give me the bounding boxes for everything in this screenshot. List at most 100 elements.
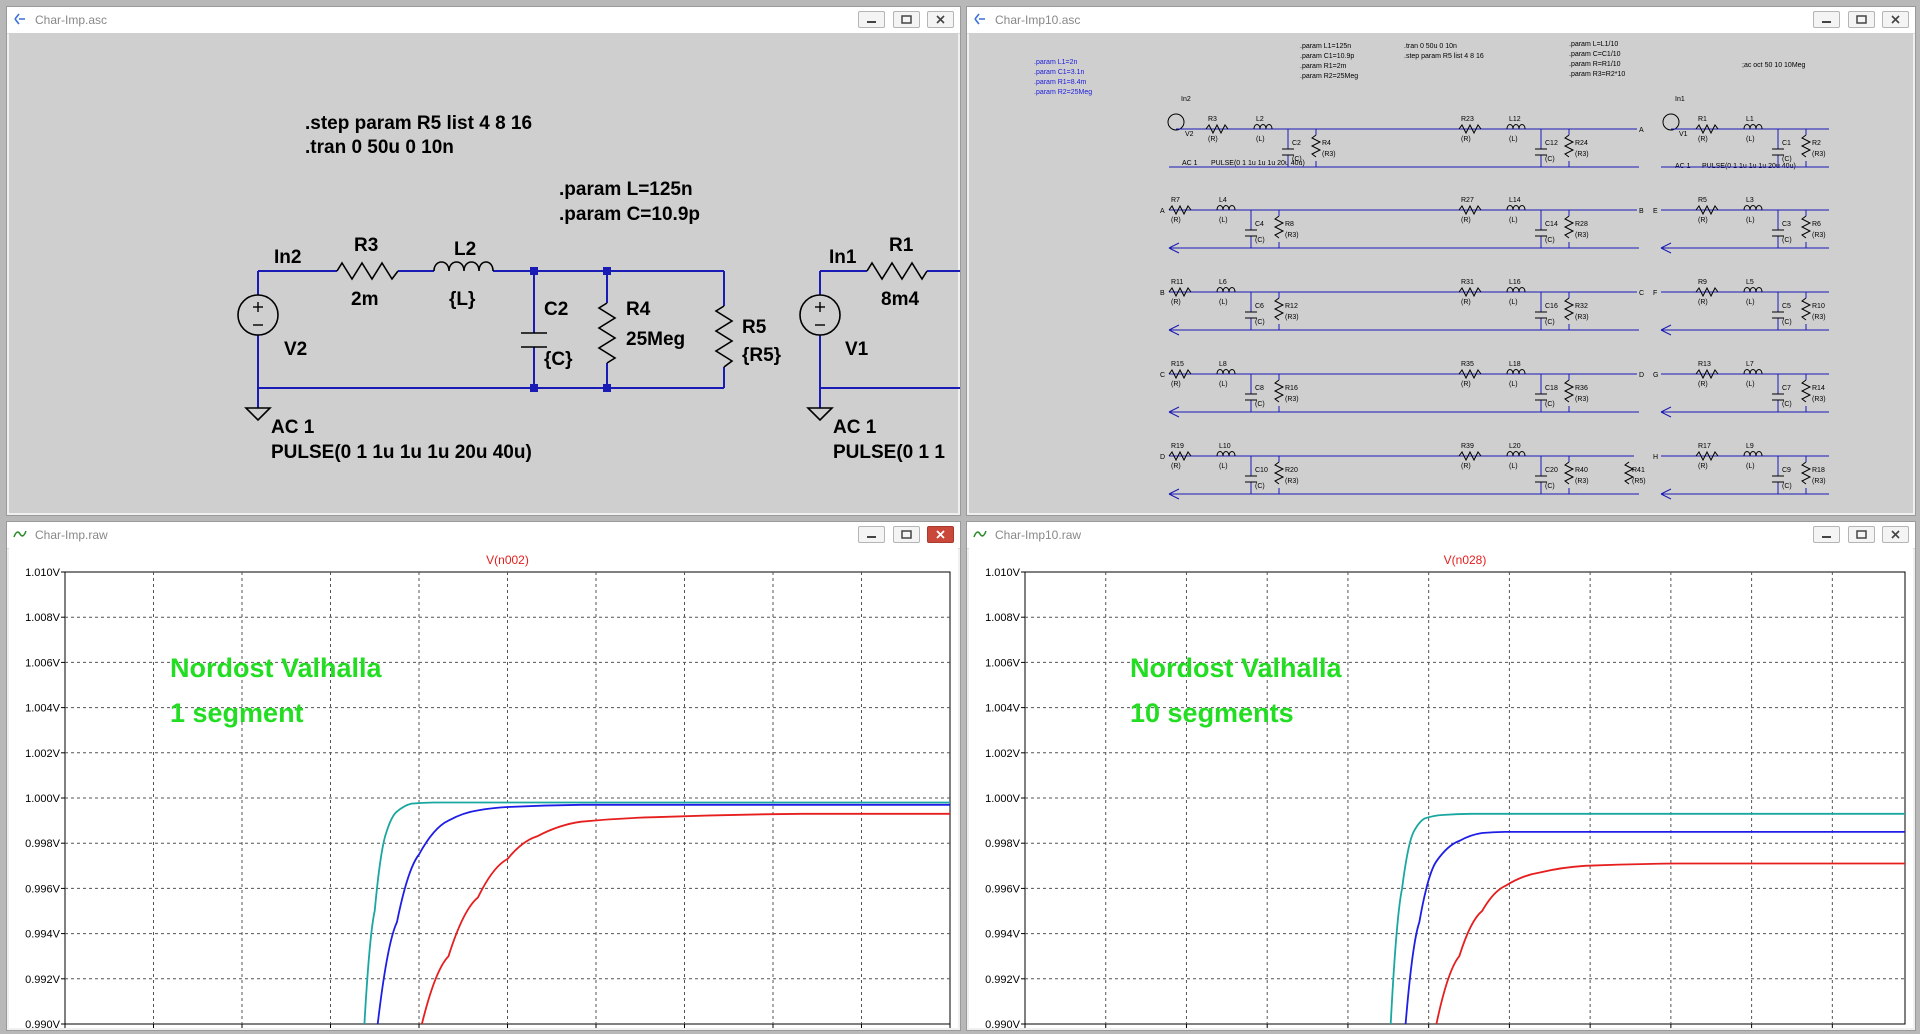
resistor[interactable] bbox=[1695, 286, 1719, 298]
end-resistor[interactable] bbox=[1623, 461, 1635, 485]
param-c-directive[interactable]: .param C=10.9p bbox=[559, 204, 700, 225]
tran-directive[interactable]: .tran 0 50u 0 10n bbox=[305, 137, 454, 158]
inductor[interactable] bbox=[1506, 451, 1526, 457]
schematic-canvas[interactable]: .param L1=2n .param C1=3.1n .param R1=8.… bbox=[969, 33, 1913, 513]
shunt-resistor[interactable] bbox=[1563, 134, 1575, 158]
inductor[interactable] bbox=[1743, 369, 1763, 375]
shunt-resistor[interactable] bbox=[1563, 297, 1575, 321]
inductor[interactable] bbox=[1506, 287, 1526, 293]
shunt-resistor[interactable] bbox=[1273, 297, 1285, 321]
resistor[interactable] bbox=[1458, 123, 1482, 135]
annotation-line[interactable]: Nordost Valhalla bbox=[1130, 653, 1343, 683]
window-titlebar[interactable]: Char-Imp.raw bbox=[7, 522, 960, 549]
trace-red[interactable] bbox=[421, 812, 950, 1024]
param-block-a[interactable]: .param L1=2n .param C1=3.1n .param R1=8.… bbox=[1034, 59, 1092, 96]
schematic-canvas[interactable]: .step param R5 list 4 8 16 .tran 0 50u 0… bbox=[9, 33, 960, 515]
inductor[interactable] bbox=[1743, 287, 1763, 293]
maximize-button[interactable] bbox=[1847, 11, 1875, 28]
capacitor[interactable] bbox=[1245, 393, 1257, 401]
capacitor[interactable] bbox=[1245, 475, 1257, 483]
maximize-button[interactable] bbox=[892, 11, 920, 28]
capacitor[interactable] bbox=[1772, 311, 1784, 319]
inductor-l2[interactable] bbox=[433, 261, 494, 272]
resistor-r3[interactable] bbox=[336, 261, 399, 281]
voltage-source-v1[interactable] bbox=[799, 294, 841, 336]
inductor[interactable] bbox=[1216, 287, 1236, 293]
capacitor[interactable] bbox=[1282, 148, 1294, 156]
plot-svg[interactable]: 0.990V 0.992V 0.994V 0.996V 0.998V 1.000V 1.00… bbox=[969, 548, 1915, 1030]
minimize-button[interactable] bbox=[858, 11, 886, 28]
resistor[interactable] bbox=[1168, 368, 1192, 380]
resistor[interactable] bbox=[1205, 123, 1229, 135]
voltage-source-v1[interactable] bbox=[1662, 113, 1680, 131]
inductor[interactable] bbox=[1506, 124, 1526, 130]
waveform-window-1[interactable]: Char-Imp.raw 0.990V 0.992V 0.994V 0.996V 0.9… bbox=[6, 521, 961, 1031]
param-block-c[interactable]: .param L=L1/10 .param C=C1/10 .param R=R… bbox=[1569, 41, 1625, 78]
annotation-line[interactable]: 1 segment bbox=[170, 698, 304, 728]
schematic-drawing[interactable]: .step param R5 list 4 8 16 .tran 0 50u 0… bbox=[9, 33, 960, 515]
inductor[interactable] bbox=[1743, 205, 1763, 211]
resistor[interactable] bbox=[1458, 450, 1482, 462]
resistor[interactable] bbox=[1458, 286, 1482, 298]
shunt-resistor[interactable] bbox=[1563, 461, 1575, 485]
close-button[interactable] bbox=[927, 526, 954, 543]
schematic-window-1[interactable]: Char-Imp.asc .step param R5 list 4 8 16 … bbox=[6, 6, 961, 516]
resistor[interactable] bbox=[1695, 123, 1719, 135]
trace-cyan[interactable] bbox=[363, 801, 950, 1025]
trace-cyan[interactable] bbox=[1389, 812, 1905, 1024]
plot-pane[interactable]: 0.990V 0.992V 0.994V 0.996V 0.998V 1.000V 1.00… bbox=[9, 548, 960, 1030]
inductor[interactable] bbox=[1506, 205, 1526, 211]
shunt-resistor[interactable] bbox=[1273, 461, 1285, 485]
close-button[interactable] bbox=[1882, 526, 1909, 543]
shunt-resistor[interactable] bbox=[1800, 461, 1812, 485]
inductor[interactable] bbox=[1743, 124, 1763, 130]
inductor[interactable] bbox=[1506, 369, 1526, 375]
resistor-r4[interactable] bbox=[597, 302, 617, 364]
capacitor[interactable] bbox=[1772, 229, 1784, 237]
schematic-drawing[interactable]: .param L1=2n .param C1=3.1n .param R1=8.… bbox=[969, 33, 1915, 515]
schematic-window-2[interactable]: Char-Imp10.asc .param L1=2n .param C1=3.… bbox=[966, 6, 1916, 516]
maximize-button[interactable] bbox=[892, 526, 920, 543]
resistor[interactable] bbox=[1168, 286, 1192, 298]
inductor[interactable] bbox=[1216, 369, 1236, 375]
shunt-resistor[interactable] bbox=[1310, 134, 1322, 158]
capacitor[interactable] bbox=[1535, 229, 1547, 237]
close-button[interactable] bbox=[1882, 11, 1909, 28]
minimize-button[interactable] bbox=[1813, 526, 1841, 543]
capacitor[interactable] bbox=[1245, 229, 1257, 237]
capacitor[interactable] bbox=[1535, 393, 1547, 401]
trace-red[interactable] bbox=[1435, 862, 1905, 1025]
shunt-resistor[interactable] bbox=[1563, 379, 1575, 403]
step-directive[interactable]: .step param R5 list 4 8 16 bbox=[305, 113, 532, 134]
inductor[interactable] bbox=[1216, 205, 1236, 211]
resistor[interactable] bbox=[1695, 368, 1719, 380]
tran-block[interactable]: .tran 0 50u 0 10n .step param R5 list 4 … bbox=[1404, 43, 1484, 60]
trace-label[interactable]: V(n002) bbox=[486, 553, 529, 567]
shunt-resistor[interactable] bbox=[1800, 379, 1812, 403]
trace-label[interactable]: V(n028) bbox=[1444, 553, 1487, 567]
inductor[interactable] bbox=[1743, 451, 1763, 457]
resistor[interactable] bbox=[1458, 368, 1482, 380]
voltage-source-v2[interactable] bbox=[1167, 113, 1185, 131]
window-titlebar[interactable]: Char-Imp10.asc bbox=[967, 7, 1915, 34]
trace-blue[interactable] bbox=[376, 803, 950, 1024]
voltage-source-v2[interactable] bbox=[237, 294, 279, 336]
resistor[interactable] bbox=[1168, 204, 1192, 216]
capacitor[interactable] bbox=[1245, 311, 1257, 319]
close-button[interactable] bbox=[927, 11, 954, 28]
annotation-line[interactable]: 10 segments bbox=[1130, 698, 1294, 728]
shunt-resistor[interactable] bbox=[1563, 215, 1575, 239]
capacitor[interactable] bbox=[1535, 311, 1547, 319]
plot-pane[interactable]: 0.990V 0.992V 0.994V 0.996V 0.998V 1.000V 1.00… bbox=[969, 548, 1915, 1030]
plot-svg[interactable]: 0.990V 0.992V 0.994V 0.996V 0.998V 1.000V 1.00… bbox=[9, 548, 960, 1030]
annotation-line[interactable]: Nordost Valhalla bbox=[170, 653, 383, 683]
minimize-button[interactable] bbox=[1813, 11, 1841, 28]
resistor[interactable] bbox=[1695, 450, 1719, 462]
shunt-resistor[interactable] bbox=[1800, 134, 1812, 158]
maximize-button[interactable] bbox=[1847, 526, 1875, 543]
shunt-resistor[interactable] bbox=[1800, 215, 1812, 239]
resistor[interactable] bbox=[1458, 204, 1482, 216]
ac-directive[interactable]: ;ac oct 50 10 10Meg bbox=[1742, 62, 1806, 69]
capacitor-c2[interactable] bbox=[521, 332, 547, 348]
param-l-directive[interactable]: .param L=125n bbox=[559, 179, 693, 200]
